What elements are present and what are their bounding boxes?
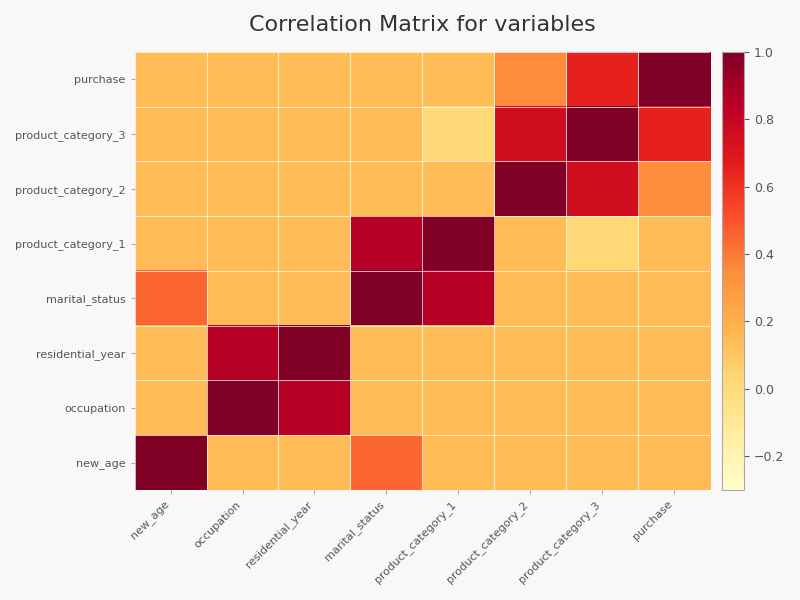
Title: Correlation Matrix for variables: Correlation Matrix for variables <box>249 15 596 35</box>
